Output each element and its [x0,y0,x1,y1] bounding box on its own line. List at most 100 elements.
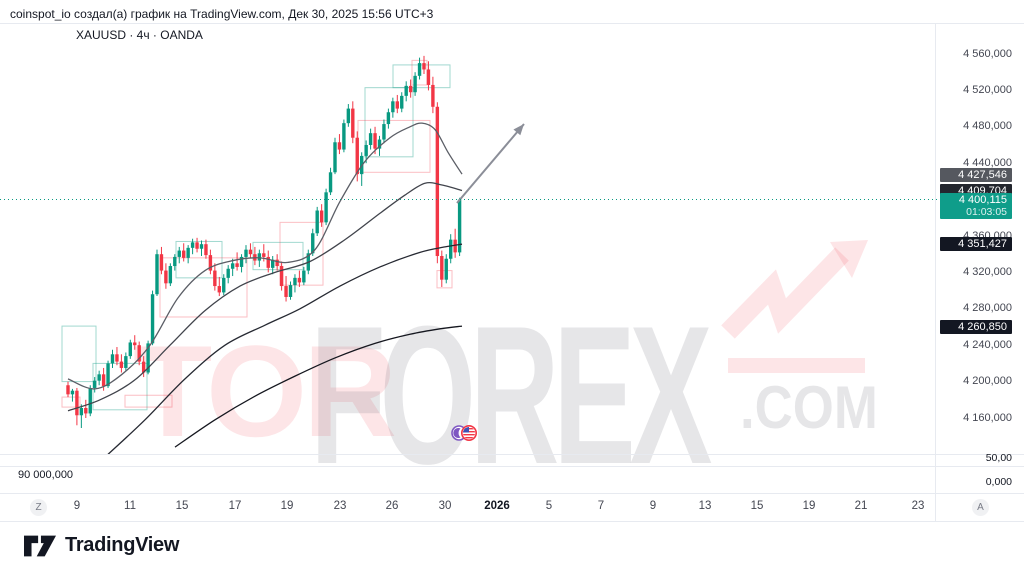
drawing-box-red[interactable] [124,394,173,408]
candle-body [453,239,457,253]
candle-body [440,256,444,280]
candle-body [355,137,359,175]
candle-body [271,259,275,268]
candle-body [244,249,248,257]
candle-body [413,75,417,93]
us-session-flag-icon[interactable] [451,424,479,442]
time-tick: 30 [438,500,452,512]
tradingview-brand-text: TradingView [65,534,180,556]
candle-body [262,253,266,257]
auto-scale-button[interactable]: A [972,499,989,516]
ma-line[interactable] [67,122,463,390]
header-divider [0,23,1024,24]
ma-line[interactable] [174,325,463,448]
current-price-label: 4 400,115 01:03:05 [940,193,1012,220]
candle-body [124,356,128,368]
candle-body [97,374,101,381]
drawing-box-red[interactable] [61,396,81,408]
candle-body [386,112,391,125]
candle-body [164,270,168,284]
candle-body [391,101,395,113]
candle-body [190,242,195,248]
candle-body [84,407,88,414]
candle-body [226,268,230,278]
drawing-box-teal[interactable] [392,64,451,89]
candle-body [70,390,75,395]
footer-divider [0,521,1024,522]
candle-body [382,124,386,140]
candle-body [457,199,462,253]
candle-body [449,239,453,259]
drawing-box-teal[interactable] [61,325,97,383]
price-axis-divider [935,24,936,521]
candle-body [297,277,302,283]
drawing-box-red[interactable] [357,119,431,173]
tradingview-logo[interactable]: TradingView [24,534,179,557]
time-tick: 5 [545,500,553,512]
candle-body [230,263,235,269]
pane-divider[interactable] [0,454,1024,455]
ma-line[interactable] [67,181,463,412]
candle-body [373,133,377,149]
timezone-button[interactable]: Z [30,499,47,516]
time-tick: 7 [597,500,605,512]
candle-body [141,361,146,373]
candle-body [222,277,226,293]
candle-body [284,286,288,297]
candle-body [186,247,190,258]
attribution-text: coinspot_io создал(а) график на TradingV… [10,7,434,21]
drawing-box-teal[interactable] [92,362,148,411]
candle-body [408,85,413,93]
time-tick: 15 [750,500,764,512]
pane-divider[interactable] [0,466,1024,467]
candle-body [351,108,355,138]
ma-value-label: 4 427,546 [940,168,1012,183]
candle-body [150,294,155,344]
candle-body [422,63,426,70]
candle-body [319,210,324,223]
ma-value-label: 4 260,850 [940,319,1012,334]
time-tick: 23 [333,500,347,512]
drawing-box-teal[interactable] [252,241,304,271]
time-tick: 2026 [484,500,510,512]
candle-body [328,172,333,193]
candle-body [400,95,404,109]
candle-body [239,256,244,267]
candle-body [173,256,177,267]
candle-body [337,142,342,150]
candle-body [311,233,315,254]
price-tick: 4 520,000 [963,83,1012,96]
tradingview-mark-icon [24,535,56,556]
price-tick: 4 440,000 [963,156,1012,169]
candle-body [288,285,293,297]
candle-body [404,85,408,96]
candle-body [279,266,284,287]
time-tick: 17 [228,500,242,512]
candle-body [248,249,253,255]
candle-body [431,84,435,107]
candle-body [368,133,373,145]
price-tick: 4 160,000 [963,411,1012,424]
volume-pane-value: 90 000,000 [18,469,74,481]
trend-arrow-drawing[interactable] [456,123,525,204]
drawing-box-teal[interactable] [364,87,414,158]
candle-body [417,63,422,76]
candle-body [155,254,159,295]
candle-body [79,407,84,416]
time-tick: 26 [385,500,399,512]
candle-body [235,263,239,267]
candle-body [182,250,186,258]
candle-body [213,270,217,287]
candle-body [346,108,351,124]
candle-body [342,123,346,150]
candle-body [315,210,319,234]
candle-body [66,385,70,395]
candle-body [217,286,221,293]
candle-body [257,253,262,261]
candle-body [101,374,106,387]
ma-line[interactable] [107,243,463,454]
drawing-box-red[interactable] [159,257,248,318]
drawing-box-red[interactable] [436,270,453,289]
price-tick: 4 320,000 [963,265,1012,278]
